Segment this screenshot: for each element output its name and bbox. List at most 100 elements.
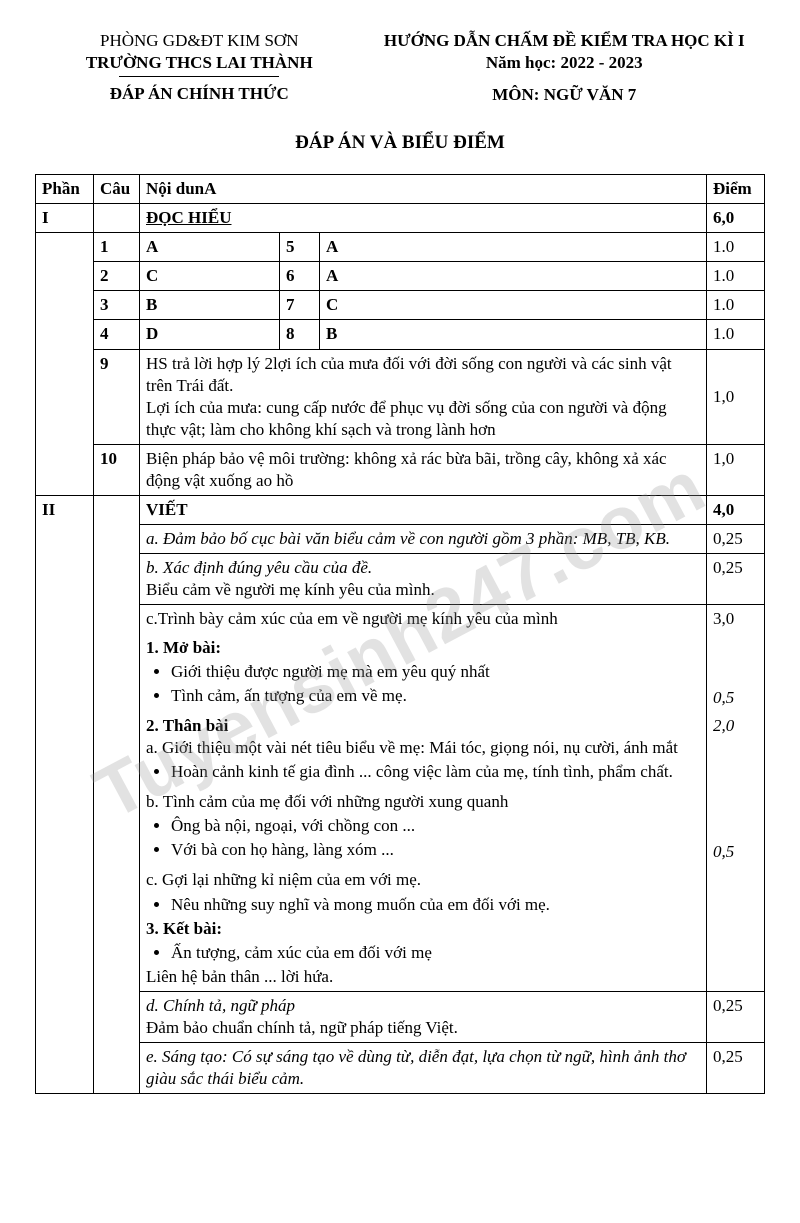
tb-a-b1: Hoàn cảnh kinh tế gia đình ... công việc…: [171, 761, 700, 783]
tb-c-b1: Nêu những suy nghĩ và mong muốn của em đ…: [171, 894, 700, 916]
q-ans2: B: [320, 320, 707, 349]
q-num: 1: [94, 233, 140, 262]
q-num: 4: [94, 320, 140, 349]
q-ans2: A: [320, 262, 707, 291]
header-right: HƯỚNG DẪN CHẤM ĐỀ KIỂM TRA HỌC KÌ I Năm …: [364, 30, 766, 106]
q-ans: D: [140, 320, 280, 349]
divider: [119, 76, 279, 77]
q-ans: C: [140, 262, 280, 291]
write-a-score: 0,25: [707, 525, 765, 554]
col-cau: Câu: [94, 174, 140, 203]
section-title: ĐỌC HIỂU: [140, 204, 707, 233]
tb-c-score: [707, 866, 765, 991]
q-num2: 7: [280, 291, 320, 320]
write-c-tb-c-row: c. Gợi lại những kỉ niệm của em với mẹ. …: [36, 866, 765, 991]
tb-b-b2: Với bà con họ hàng, làng xóm ...: [171, 839, 700, 861]
tb-a-score: 2,0: [707, 712, 765, 788]
q-num2: 5: [280, 233, 320, 262]
q-num: 2: [94, 262, 140, 291]
write-b-text2: Biểu cảm về người mẹ kính yêu của mình.: [146, 580, 435, 599]
q-ans: A: [140, 233, 280, 262]
section-title: VIẾT: [140, 496, 707, 525]
phan-span: [36, 233, 94, 496]
q-score: 1.0: [707, 233, 765, 262]
phan-cell: I: [36, 204, 94, 233]
write-e-row: e. Sáng tạo: Có sự sáng tạo về dùng từ, …: [36, 1043, 765, 1094]
q9-text2: Lợi ích của mưa: cung cấp nước để phục v…: [146, 397, 700, 441]
header-left: PHÒNG GD&ĐT KIM SƠN TRƯỜNG THCS LAI THÀN…: [35, 30, 364, 105]
q-ans2: C: [320, 291, 707, 320]
q-score: 1.0: [707, 262, 765, 291]
kb-b1: Ấn tượng, cảm xúc của em đối với mẹ: [171, 942, 700, 964]
write-e-score: 0,25: [707, 1043, 765, 1094]
q-score: 1.0: [707, 320, 765, 349]
q9-content: HS trả lời hợp lý 2lợi ích của mưa đối v…: [140, 349, 707, 444]
phan-cell: II: [36, 496, 94, 1094]
mobai-score: 0,5: [707, 634, 765, 712]
official-answer-label: ĐÁP ÁN CHÍNH THỨC: [35, 83, 364, 105]
write-a-row: a. Đảm bảo bố cục bài văn biểu cảm về co…: [36, 525, 765, 554]
mobai-content: 1. Mở bài: Giới thiệu được người mẹ mà e…: [140, 634, 707, 712]
table-header-row: Phần Câu Nội dunA Điểm: [36, 174, 765, 203]
write-b-score: 0,25: [707, 554, 765, 605]
q-ans: B: [140, 291, 280, 320]
mobai-h: 1. Mở bài:: [146, 638, 221, 657]
section-row: II VIẾT 4,0: [36, 496, 765, 525]
write-d-content: d. Chính tả, ngữ pháp Đảm bảo chuẩn chín…: [140, 991, 707, 1042]
mcq-row: 4 D 8 B 1.0: [36, 320, 765, 349]
q9-num: 9: [94, 349, 140, 444]
empty-cell: [94, 496, 140, 1094]
kb-t: Liên hệ bản thân ... lời hứa.: [146, 967, 333, 986]
write-c-intro-score: 3,0: [707, 605, 765, 634]
tb-b-content: b. Tình cảm của mẹ đối với những người x…: [140, 788, 707, 866]
q9-row: 9 HS trả lời hợp lý 2lợi ích của mưa đối…: [36, 349, 765, 444]
q10-num: 10: [94, 444, 140, 495]
dept-line: PHÒNG GD&ĐT KIM SƠN: [35, 30, 364, 52]
write-c-intro-row: c.Trình bày cảm xúc của em về người mẹ k…: [36, 605, 765, 634]
tb-c: c. Gợi lại những kỉ niệm của em với mẹ.: [146, 870, 421, 889]
col-noidung: Nội dunA: [140, 174, 707, 203]
guide-title: HƯỚNG DẪN CHẤM ĐỀ KIỂM TRA HỌC KÌ I: [364, 30, 766, 52]
mcq-row: 2 C 6 A 1.0: [36, 262, 765, 291]
col-phan: Phần: [36, 174, 94, 203]
tb-a-content: 2. Thân bài a. Giới thiệu một vài nét ti…: [140, 712, 707, 788]
q-score: 1.0: [707, 291, 765, 320]
write-c-mobai-row: 1. Mở bài: Giới thiệu được người mẹ mà e…: [36, 634, 765, 712]
tb-c-content: c. Gợi lại những kỉ niệm của em với mẹ. …: [140, 866, 707, 991]
section-row: I ĐỌC HIỂU 6,0: [36, 204, 765, 233]
write-b-row: b. Xác định đúng yêu cầu của đề. Biểu cả…: [36, 554, 765, 605]
write-d-score: 0,25: [707, 991, 765, 1042]
q10-row: 10 Biện pháp bảo vệ môi trường: không xả…: [36, 444, 765, 495]
write-e-content: e. Sáng tạo: Có sự sáng tạo về dùng từ, …: [140, 1043, 707, 1094]
tb-b: b. Tình cảm của mẹ đối với những người x…: [146, 792, 508, 811]
mcq-row: 3 B 7 C 1.0: [36, 291, 765, 320]
section-score: 4,0: [707, 496, 765, 525]
doc-header: PHÒNG GD&ĐT KIM SƠN TRƯỜNG THCS LAI THÀN…: [35, 30, 765, 106]
tb-a: a. Giới thiệu một vài nét tiêu biểu về m…: [146, 738, 678, 757]
q-num: 3: [94, 291, 140, 320]
q9-score: 1,0: [707, 349, 765, 444]
q9-text1: HS trả lời hợp lý 2lợi ích của mưa đối v…: [146, 353, 700, 397]
tb-b-score: 0,5: [707, 788, 765, 866]
q-num2: 8: [280, 320, 320, 349]
section-score: 6,0: [707, 204, 765, 233]
write-c-tb-a-row: 2. Thân bài a. Giới thiệu một vài nét ti…: [36, 712, 765, 788]
mobai-b2: Tình cảm, ấn tượng của em về mẹ.: [171, 685, 700, 707]
write-c-intro: c.Trình bày cảm xúc của em về người mẹ k…: [140, 605, 707, 634]
q-ans2: A: [320, 233, 707, 262]
school-line: TRƯỜNG THCS LAI THÀNH: [35, 52, 364, 74]
write-a-text: a. Đảm bảo bố cục bài văn biểu cảm về co…: [140, 525, 707, 554]
write-d-text2: Đảm bảo chuẩn chính tả, ngữ pháp tiếng V…: [146, 1018, 458, 1037]
tb-b-b1: Ông bà nội, ngoại, với chồng con ...: [171, 815, 700, 837]
mcq-row: 1 A 5 A 1.0: [36, 233, 765, 262]
q10-score: 1,0: [707, 444, 765, 495]
subject-line: MÔN: NGỮ VĂN 7: [364, 84, 766, 106]
write-b-content: b. Xác định đúng yêu cầu của đề. Biểu cả…: [140, 554, 707, 605]
write-c-tb-b-row: b. Tình cảm của mẹ đối với những người x…: [36, 788, 765, 866]
empty-cell: [94, 204, 140, 233]
write-b-text1: b. Xác định đúng yêu cầu của đề.: [146, 558, 372, 577]
col-diem: Điểm: [707, 174, 765, 203]
write-d-text1: d. Chính tả, ngữ pháp: [146, 996, 295, 1015]
q-num2: 6: [280, 262, 320, 291]
answer-table: Phần Câu Nội dunA Điểm I ĐỌC HIỂU 6,0 1 …: [35, 174, 765, 1094]
